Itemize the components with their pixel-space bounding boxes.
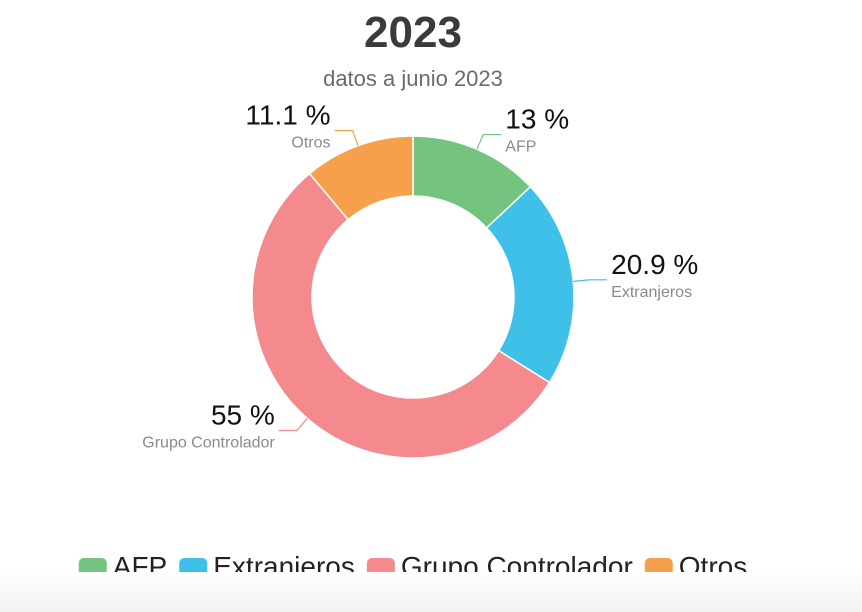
chart-title: 2023 [364, 8, 462, 57]
category-label-extranjeros: Extranjeros [611, 284, 692, 301]
category-label-grupo-controlador: Grupo Controlador [142, 435, 275, 452]
category-label-otros: Otros [291, 135, 330, 152]
data-label-extranjeros: 20.9 % [611, 249, 698, 280]
slice-grupo-controlador[interactable] [251, 172, 551, 459]
leader-line-afp [476, 133, 502, 150]
slice-otros[interactable] [308, 135, 414, 221]
data-label-afp: 13 % [505, 104, 569, 135]
chart-subtitle: datos a junio 2023 [323, 66, 503, 91]
bottom-fade [0, 572, 862, 612]
leader-line-extranjeros [573, 279, 608, 282]
slices-layer [251, 135, 575, 459]
data-labels-layer: 13 % AFP 20.9 % Extranjeros 55 % Grupo Contro… [142, 100, 698, 452]
category-label-afp: AFP [505, 139, 536, 156]
leader-lines-layer [278, 130, 608, 432]
data-label-grupo-controlador: 55 % [211, 400, 275, 431]
leader-line-grupo-controlador [278, 418, 308, 432]
data-label-otros: 11.1 % [245, 100, 330, 131]
leader-line-otros [334, 130, 359, 146]
